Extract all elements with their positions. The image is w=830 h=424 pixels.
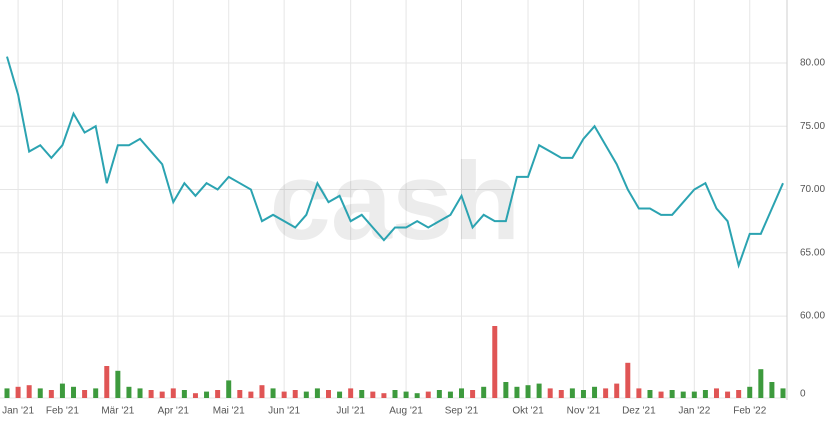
- volume-bar: [647, 390, 653, 398]
- volume-bar: [348, 388, 354, 398]
- volume-bar: [558, 390, 564, 398]
- volume-bar: [71, 386, 77, 398]
- volume-bar: [337, 391, 343, 398]
- x-tick-label: Feb '22: [733, 406, 766, 417]
- volume-bar: [470, 390, 476, 398]
- volume-bar: [82, 390, 88, 398]
- volume-bar: [359, 390, 365, 398]
- x-tick-label: Apr '21: [158, 406, 190, 417]
- volume-bar: [592, 386, 598, 398]
- volume-bar: [59, 383, 65, 398]
- x-tick-label: Jan '21: [2, 406, 34, 417]
- volume-bar: [680, 391, 686, 398]
- volume-bar: [725, 391, 731, 398]
- x-tick-label: Jun '21: [268, 406, 300, 417]
- volume-bar: [614, 383, 620, 398]
- volume-bar: [436, 390, 442, 398]
- volume-bar: [447, 391, 453, 398]
- volume-bar: [237, 390, 243, 398]
- volume-bar: [170, 388, 176, 398]
- volume-bar: [758, 369, 764, 398]
- volume-bar: [547, 388, 553, 398]
- volume-bar: [392, 390, 398, 398]
- volume-bar: [481, 386, 487, 398]
- volume-bar: [414, 393, 420, 398]
- volume-bar: [270, 388, 276, 398]
- volume-bar: [325, 390, 331, 398]
- volume-bar: [204, 391, 210, 398]
- x-tick-label: Feb '21: [46, 406, 79, 417]
- y-tick-label: 80.00: [800, 58, 825, 69]
- volume-bar: [159, 391, 165, 398]
- volume-bar: [580, 390, 586, 398]
- volume-bar: [48, 390, 54, 398]
- x-tick-label: Jul '21: [336, 406, 365, 417]
- volume-bar: [780, 388, 786, 398]
- volume-bar: [691, 391, 697, 398]
- volume-bar: [4, 388, 10, 398]
- volume-bar: [303, 391, 309, 398]
- volume-bar: [192, 393, 198, 398]
- volume-bar: [93, 388, 99, 398]
- volume-bar: [215, 390, 221, 398]
- x-tick-label: Jan '22: [678, 406, 710, 417]
- x-tick-label: Dez '21: [622, 406, 656, 417]
- x-tick-label: Okt '21: [512, 406, 544, 417]
- volume-bar: [226, 380, 232, 398]
- volume-bar: [503, 382, 509, 398]
- volume-bar: [603, 388, 609, 398]
- volume-bar: [625, 362, 631, 398]
- volume-bar: [37, 388, 43, 398]
- volume-bar: [702, 390, 708, 398]
- volume-bar: [292, 390, 298, 398]
- volume-bar: [381, 393, 387, 398]
- volume-bar: [26, 385, 32, 398]
- y-tick-label: 65.00: [800, 247, 825, 258]
- volume-bar: [536, 383, 542, 398]
- volume-bar: [658, 391, 664, 398]
- y-tick-label: 75.00: [800, 121, 825, 132]
- volume-bar: [259, 385, 265, 398]
- volume-bar: [148, 390, 154, 398]
- volume-bar: [747, 386, 753, 398]
- volume-bar: [492, 326, 498, 398]
- volume-bar: [370, 391, 376, 398]
- volume-bar: [769, 382, 775, 398]
- volume-bar: [403, 391, 409, 398]
- volume-bar: [137, 388, 143, 398]
- volume-bar: [281, 391, 287, 398]
- y-tick-label: 60.00: [800, 311, 825, 322]
- volume-bar: [459, 388, 465, 398]
- volume-bar: [181, 390, 187, 398]
- volume-bar: [104, 366, 110, 398]
- volume-bar: [248, 391, 254, 398]
- x-tick-label: Mär '21: [101, 406, 134, 417]
- volume-bar: [15, 386, 21, 398]
- price-line: [6, 56, 784, 269]
- x-tick-label: Aug '21: [389, 406, 423, 417]
- volume-bar: [569, 388, 575, 398]
- volume-bar: [636, 388, 642, 398]
- volume-bar: [525, 385, 531, 398]
- volume-bar: [314, 388, 320, 398]
- volume-bar: [126, 386, 132, 398]
- volume-bar: [514, 386, 520, 398]
- y-tick-label: 70.00: [800, 184, 825, 195]
- volume-bar: [115, 370, 121, 398]
- volume-bar: [736, 390, 742, 398]
- volume-bar: [425, 391, 431, 398]
- watermark: cash: [270, 140, 521, 263]
- y2-tick-label: 0: [800, 389, 806, 400]
- x-tick-label: Sep '21: [445, 406, 479, 417]
- volume-bar: [713, 388, 719, 398]
- volume-bar: [669, 390, 675, 398]
- x-tick-label: Mai '21: [213, 406, 245, 417]
- x-tick-label: Nov '21: [567, 406, 601, 417]
